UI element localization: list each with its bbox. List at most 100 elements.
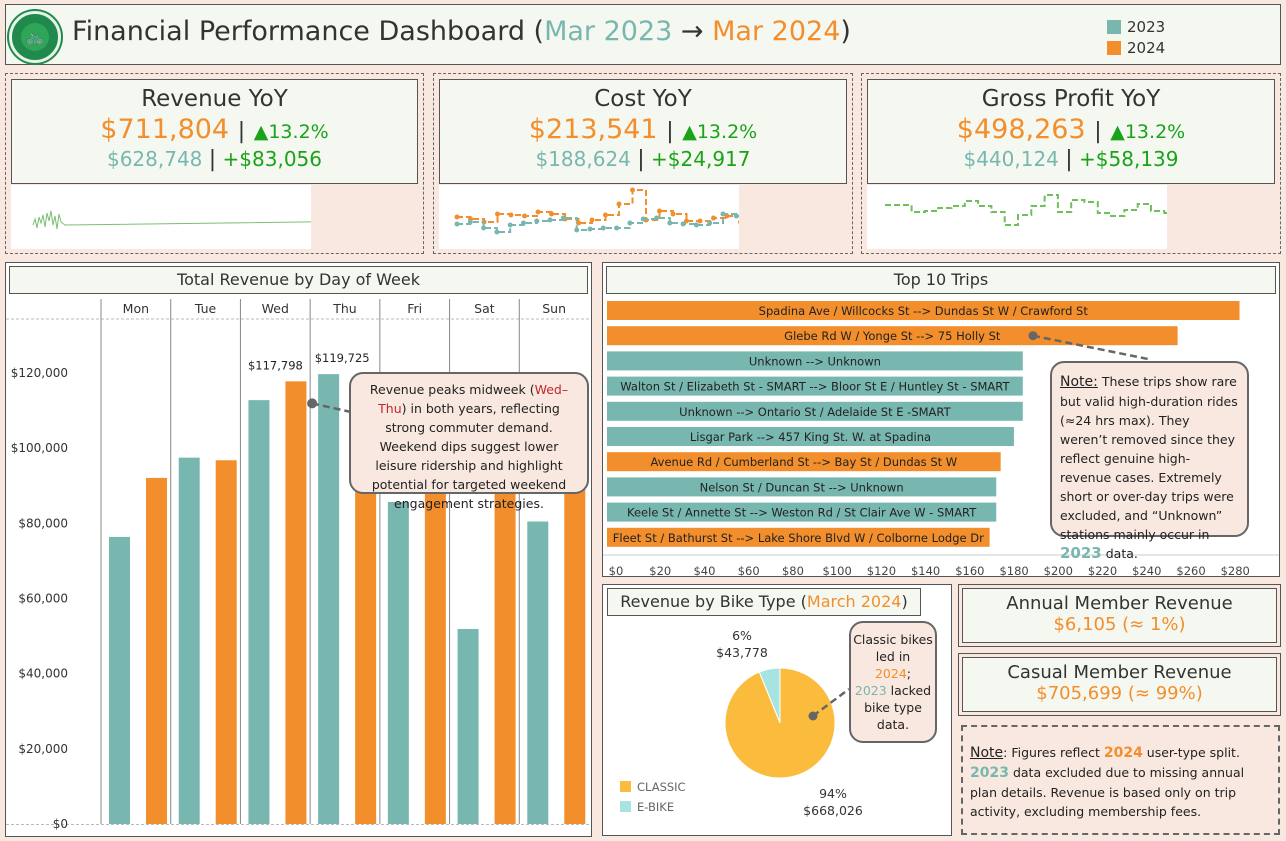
callout-connector	[1032, 334, 1149, 361]
x-tick-label: $220	[1088, 564, 1117, 576]
callout-connector	[311, 402, 352, 414]
bar-2024-fri	[424, 397, 446, 824]
kpi-change-pct: ▲13.2%	[253, 121, 329, 143]
bar-2023-sun	[527, 521, 549, 824]
x-tick-label: Tue	[194, 301, 217, 316]
bar-2024-mon	[146, 477, 167, 824]
separator: |	[1094, 119, 1102, 144]
callout-text: ) in both years, reflecting strong commu…	[371, 401, 567, 511]
title-text: Financial Performance Dashboard (	[72, 16, 545, 47]
trip-bar	[607, 326, 1178, 346]
legend-item-2023[interactable]: 2023	[1107, 16, 1165, 37]
kpi-card-gross-profit: Gross Profit YoY $498,263 | ▲13.2% $440,…	[861, 73, 1281, 254]
note-text: user-type split.	[1142, 745, 1240, 760]
kpi-change-abs: +$83,056	[222, 147, 323, 171]
top-trips-plot[interactable]: Spadina Ave / Willcocks St --> Dundas St…	[603, 295, 1279, 576]
sparkline-dot	[667, 220, 673, 226]
kpi-summary: Cost YoY $213,541 | ▲13.2% $188,624 | +$…	[439, 79, 847, 184]
legend-label: 2024	[1127, 38, 1166, 57]
separator: |	[1065, 147, 1073, 172]
trip-bar	[607, 376, 1023, 396]
bar-2024-tue	[215, 460, 237, 824]
member-note: Note: Figures reflect 2024 user-type spl…	[961, 725, 1280, 835]
card-title: Casual Member Revenue	[1007, 662, 1232, 683]
card-share: (≈ 99%)	[1127, 683, 1203, 704]
legend-label: 2023	[1127, 17, 1166, 36]
gross-profit-sparkline[interactable]	[867, 185, 1167, 249]
card-value: $705,699	[1036, 683, 1123, 704]
note-highlight-2023: 2023	[970, 765, 1009, 781]
callout-highlight: Wed–Thu	[378, 382, 569, 416]
x-tick-label: $0	[609, 564, 624, 576]
callout-text: Revenue peaks midweek (	[369, 382, 535, 397]
legend-item-2024[interactable]: 2024	[1107, 37, 1165, 58]
x-tick-label: $240	[1132, 564, 1161, 576]
y-tick-label: $80,000	[18, 516, 68, 530]
kpi-card-cost: Cost YoY $213,541 | ▲13.2% $188,624 | +$…	[433, 73, 853, 254]
trip-bar	[607, 401, 1023, 421]
revenue-sparkline[interactable]	[11, 185, 311, 249]
title-text: Revenue by Bike Type (	[620, 592, 807, 611]
legend-swatch	[1107, 19, 1121, 34]
revenue-by-day-plot[interactable]: $0 $20,000 $40,000 $60,000 $80,000 $100,000 $1…	[6, 295, 591, 836]
annual-member-card: Annual Member Revenue $6,105 (≈ 1%)	[958, 584, 1281, 647]
kpi-title: Cost YoY	[594, 86, 692, 112]
sparkline-dot	[657, 208, 662, 214]
revenue-by-day-chart: Total Revenue by Day of Week $0 $20,000 $4…	[5, 262, 592, 837]
top-10-trips-chart: Top 10 Trips Spadina Ave / Willcocks St …	[602, 262, 1280, 577]
title-highlight: March 2024	[806, 592, 902, 611]
gross-profit-sparkline-path	[885, 194, 1167, 226]
sparkline-dot	[495, 211, 500, 217]
pie-label-value: $668,026	[803, 803, 863, 818]
note-text: : Figures reflect	[1003, 745, 1104, 760]
x-tick-label: $80	[782, 564, 804, 576]
sparkline-dot	[693, 222, 699, 228]
kpi-current-value: $498,263	[956, 114, 1086, 145]
bike-share-logo-icon: 🚲	[9, 11, 61, 63]
note-label: Note:	[1060, 374, 1098, 390]
sparkline-dot	[481, 225, 487, 231]
bar-2023-sat	[457, 628, 479, 824]
trip-label: Unknown --> Unknown	[749, 354, 881, 368]
page-title: Financial Performance Dashboard ( Mar 202…	[72, 16, 851, 47]
trip-label: Keele St / Annette St --> Weston Rd / St…	[627, 506, 977, 520]
kpi-summary: Gross Profit YoY $498,263 | ▲13.2% $440,…	[867, 79, 1275, 184]
bike-type-pie[interactable]: 6% $43,778 94% $668,026 CLASSIC E-BIKE	[603, 619, 951, 835]
trip-bar	[607, 477, 997, 497]
title-to-period: Mar 2024	[712, 16, 841, 47]
x-tick-label: $20	[649, 564, 671, 576]
callout-text: Classic bikes led in	[853, 632, 933, 664]
legend-label: E-BIKE	[637, 800, 674, 814]
kpi-previous-value: $440,124	[963, 147, 1059, 171]
kpi-previous-value: $188,624	[535, 147, 631, 171]
cost-sparkline[interactable]	[439, 185, 739, 249]
cost-2023-sparkline-path	[457, 213, 739, 233]
card-value: $6,105	[1053, 614, 1117, 635]
x-tick-label: Sun	[542, 301, 566, 316]
callout-highlight-2024: 2024	[874, 666, 907, 681]
kpi-change-abs: +$24,917	[651, 147, 751, 171]
callout-anchor-dot	[808, 711, 818, 721]
sparkline-dot	[738, 220, 739, 224]
arrow-icon: →	[672, 16, 713, 47]
callout-text: data.	[1101, 546, 1138, 561]
x-tick-label: $180	[999, 564, 1028, 576]
trip-label: Nelson St / Duncan St --> Unknown	[700, 480, 904, 494]
separator: |	[637, 147, 645, 172]
x-tick-label: $140	[911, 564, 940, 576]
kpi-title: Gross Profit YoY	[981, 86, 1161, 112]
title-suffix: )	[840, 16, 851, 47]
trip-label: Walton St / Elizabeth St - SMART --> Blo…	[620, 380, 1010, 394]
callout-anchor-dot	[1028, 331, 1038, 341]
note-highlight-2024: 2024	[1103, 745, 1143, 761]
title-text: )	[901, 592, 908, 611]
pie-label-value: $43,778	[716, 645, 768, 660]
x-tick-label: $200	[1044, 564, 1073, 576]
bike-type-callout: Classic bikes led in 2024; 2023 lacked bik…	[849, 621, 937, 743]
sparkline-dot	[494, 229, 500, 235]
trip-bar	[607, 351, 1023, 371]
x-tick-label: Fri	[407, 301, 422, 316]
card-title: Annual Member Revenue	[1006, 593, 1233, 614]
callout-connector	[812, 688, 850, 717]
sparkline-dot	[603, 212, 608, 218]
